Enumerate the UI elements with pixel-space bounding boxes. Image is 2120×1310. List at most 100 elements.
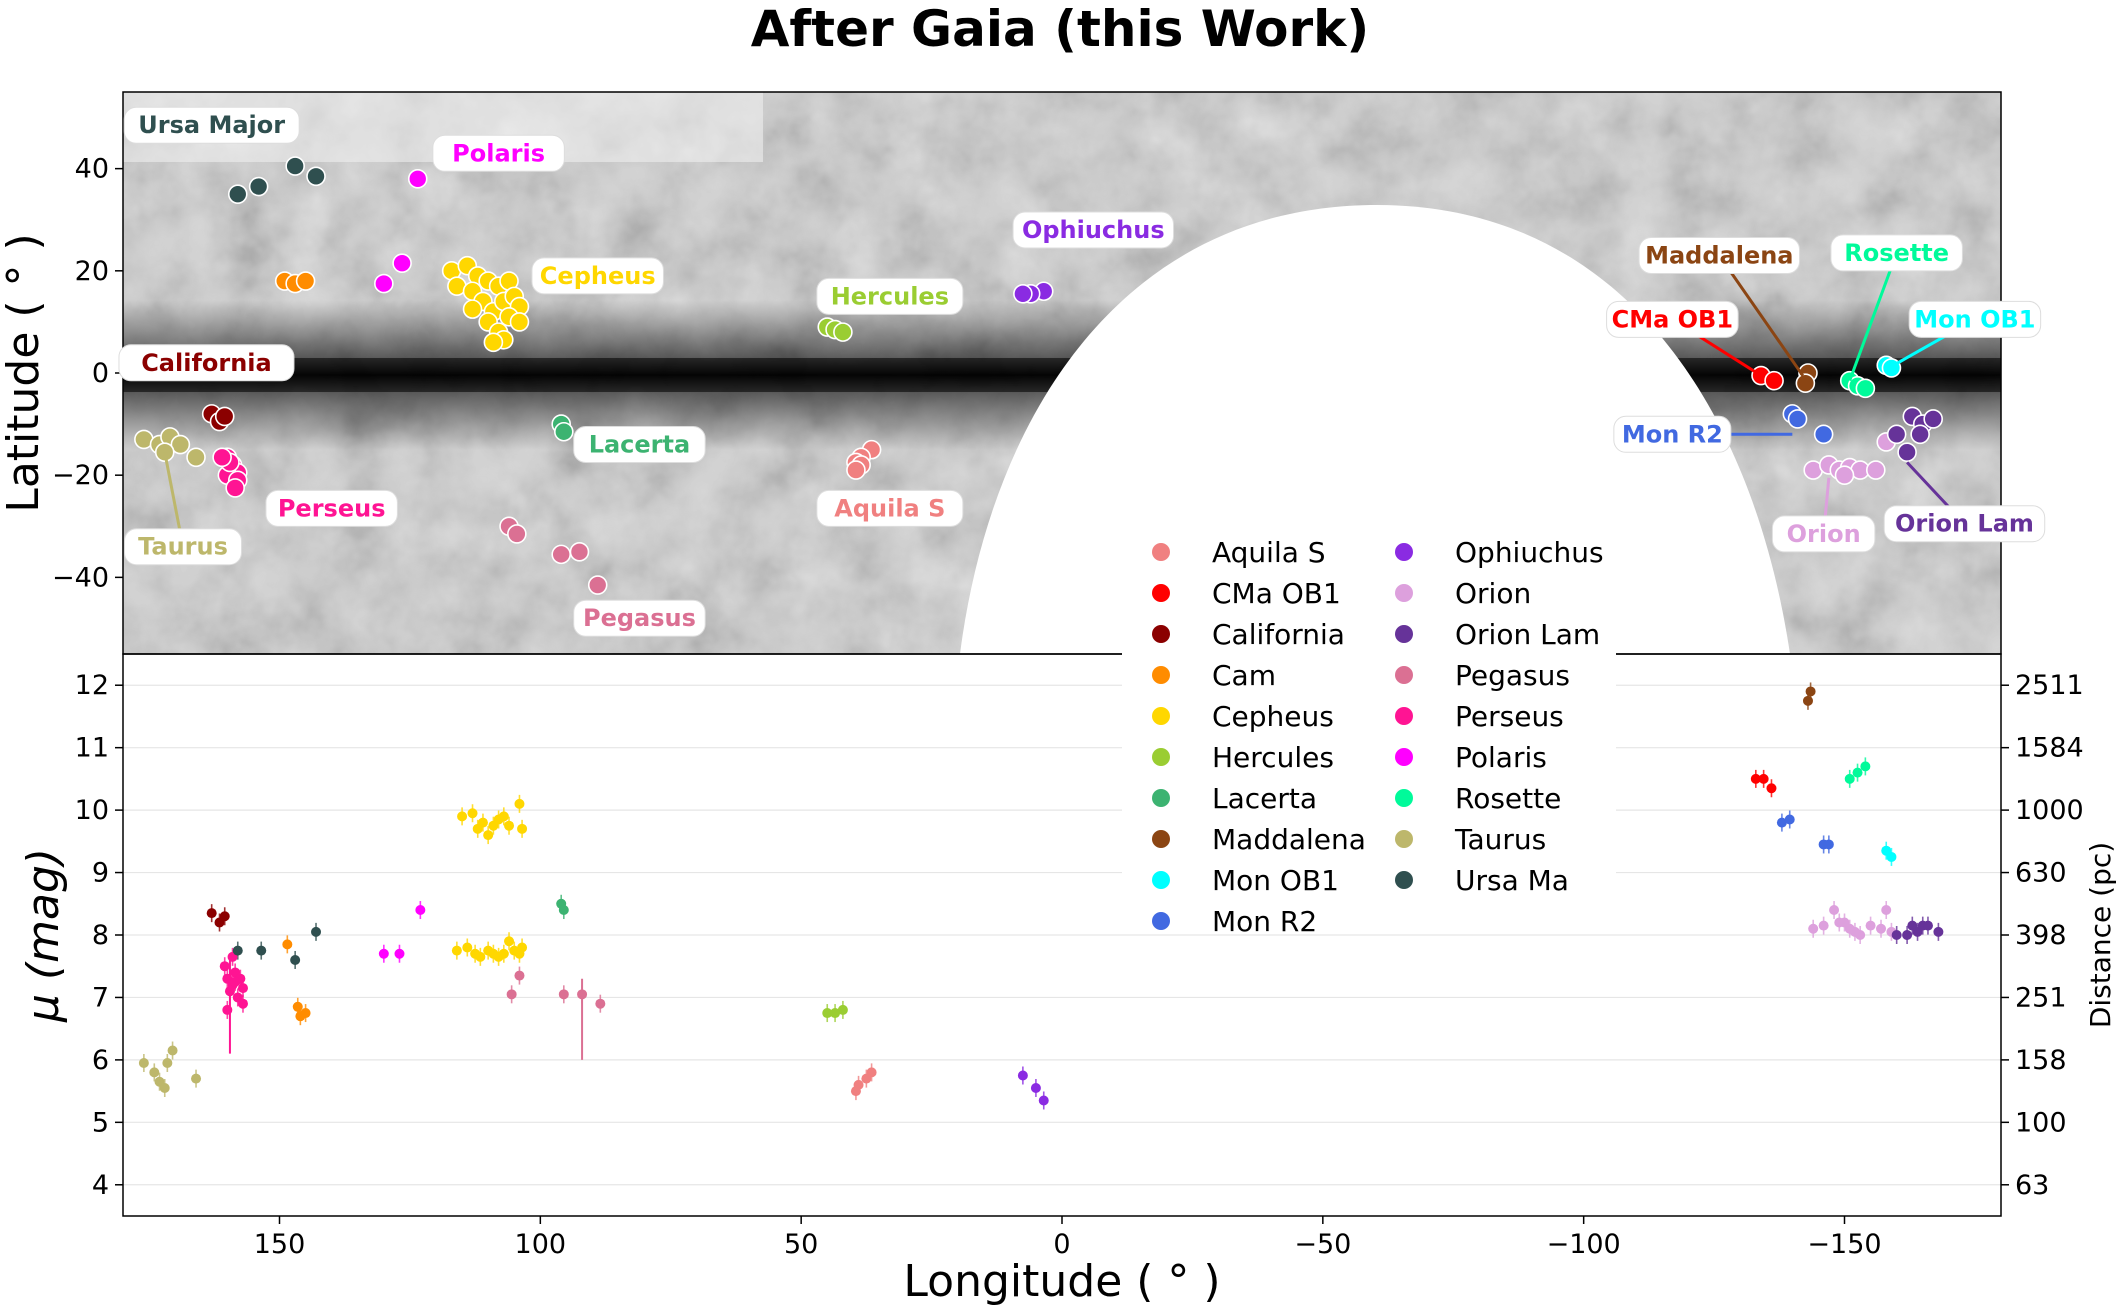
legend-marker xyxy=(1152,912,1170,930)
point-mon-r2 xyxy=(1813,424,1834,445)
region-label: Perseus xyxy=(278,494,386,522)
right-y-axis-label: Distance (pc) xyxy=(2084,842,2117,1028)
point-aquila-s xyxy=(853,1079,864,1090)
distance-tick-label: 398 xyxy=(2015,920,2067,951)
x-tick-label: −150 xyxy=(1807,1229,1881,1260)
x-tick-label: 150 xyxy=(254,1229,306,1260)
point-orion xyxy=(1866,460,1886,480)
point-taurus xyxy=(170,434,191,455)
region-label: California xyxy=(141,349,272,377)
point-orion-lam xyxy=(1891,930,1902,940)
legend-marker xyxy=(1395,789,1413,807)
point-perseus xyxy=(237,983,248,994)
top-y-tick-label: 20 xyxy=(75,256,109,287)
legend-label: Maddalena xyxy=(1212,823,1366,856)
legend-label: Taurus xyxy=(1454,823,1546,856)
point-hercules xyxy=(830,1008,841,1019)
point-cma-ob1 xyxy=(1758,773,1769,784)
point-maddalena xyxy=(1802,695,1813,706)
point-hercules xyxy=(837,1004,848,1015)
bottom-gridlines xyxy=(123,684,2001,1186)
point-lacerta xyxy=(558,905,569,916)
point-cepheus xyxy=(483,830,494,841)
point-cam xyxy=(282,939,293,950)
bottom-y-tick-label: 4 xyxy=(92,1170,109,1201)
region-label: Maddalena xyxy=(1645,241,1793,269)
point-pegasus xyxy=(587,575,608,595)
region-label-box xyxy=(573,426,706,464)
region-label: Ophiuchus xyxy=(1022,216,1165,244)
legend-label: Perseus xyxy=(1455,700,1564,733)
point-orion xyxy=(1855,930,1866,940)
point-california xyxy=(214,406,235,427)
point-polaris xyxy=(378,948,389,959)
region-label: Ursa Major xyxy=(138,111,285,139)
legend-marker xyxy=(1395,830,1413,848)
point-taurus xyxy=(162,1058,173,1069)
region-label-box xyxy=(123,106,300,144)
point-cepheus xyxy=(504,936,515,947)
legend-label: Lacerta xyxy=(1212,782,1317,815)
point-cepheus xyxy=(462,942,473,953)
point-cepheus xyxy=(483,332,504,353)
point-pegasus xyxy=(551,544,572,565)
point-cepheus xyxy=(462,299,483,319)
distance-tick-label: 251 xyxy=(2015,982,2067,1013)
point-pegasus xyxy=(577,989,588,1000)
region-label-box xyxy=(265,489,398,527)
region-label-box xyxy=(1883,505,2046,543)
point-orion-lam xyxy=(1922,920,1933,931)
point-pegasus xyxy=(506,989,517,1000)
region-label-box xyxy=(1012,211,1175,249)
legend-label: Pegasus xyxy=(1455,659,1570,692)
top-y-ticks: 40 20 0 −20 −40 xyxy=(52,154,123,593)
legend-marker xyxy=(1395,625,1413,643)
legend-label: Cepheus xyxy=(1212,700,1334,733)
legend-marker xyxy=(1152,748,1170,766)
bottom-y-tick-label: 5 xyxy=(92,1107,109,1138)
point-hercules xyxy=(833,322,853,342)
x-tick-label: 100 xyxy=(515,1229,567,1260)
point-orion xyxy=(1834,465,1855,485)
point-ophiuchus xyxy=(1030,1082,1041,1093)
legend-label: Mon R2 xyxy=(1212,905,1317,938)
distance-tick-label: 158 xyxy=(2015,1045,2067,1076)
point-perseus xyxy=(230,976,241,987)
region-label-box xyxy=(1606,300,1739,338)
x-tick-label: −100 xyxy=(1547,1229,1621,1260)
point-ursa-major xyxy=(311,926,322,937)
region-label: Lacerta xyxy=(589,431,691,459)
point-maddalena xyxy=(1795,373,1816,394)
distance-tick-label: 630 xyxy=(2015,858,2067,889)
legend-marker xyxy=(1152,584,1170,602)
region-label: CMa OB1 xyxy=(1612,305,1733,333)
region-label-box xyxy=(123,528,242,566)
point-cepheus xyxy=(514,798,525,809)
dust-map-background xyxy=(123,92,2001,654)
point-taurus xyxy=(191,1073,202,1084)
region-label: Mon OB1 xyxy=(1914,305,2035,333)
legend-marker xyxy=(1152,666,1170,684)
point-perseus xyxy=(237,998,248,1009)
region-label: Polaris xyxy=(452,139,545,167)
point-aquila-s xyxy=(866,1067,877,1078)
distance-tick-label: 2511 xyxy=(2015,670,2084,701)
point-california xyxy=(206,908,217,919)
legend-box xyxy=(1122,522,1616,926)
point-polaris xyxy=(407,169,428,189)
legend-label: Ophiuchus xyxy=(1455,536,1604,569)
bottom-y-ticks: 4 5 6 7 8 9 10 11 12 xyxy=(75,670,123,1201)
point-orion xyxy=(1829,905,1840,916)
point-cepheus xyxy=(457,811,468,822)
legend-marker xyxy=(1152,543,1170,561)
region-label-box xyxy=(1830,234,1963,272)
legend-label: Ursa Ma xyxy=(1455,864,1569,897)
legend-label: Aquila S xyxy=(1212,536,1326,569)
point-cma-ob1 xyxy=(1750,773,1761,784)
x-tick-label: 50 xyxy=(784,1229,818,1260)
error-bars xyxy=(143,682,1940,1110)
point-mon-r2 xyxy=(1787,409,1808,429)
region-label: Orion Lam xyxy=(1895,510,2034,538)
point-taurus xyxy=(149,1067,160,1078)
legend: Aquila S CMa OB1 California Cam Cepheus Hercu… xyxy=(1122,522,1616,938)
